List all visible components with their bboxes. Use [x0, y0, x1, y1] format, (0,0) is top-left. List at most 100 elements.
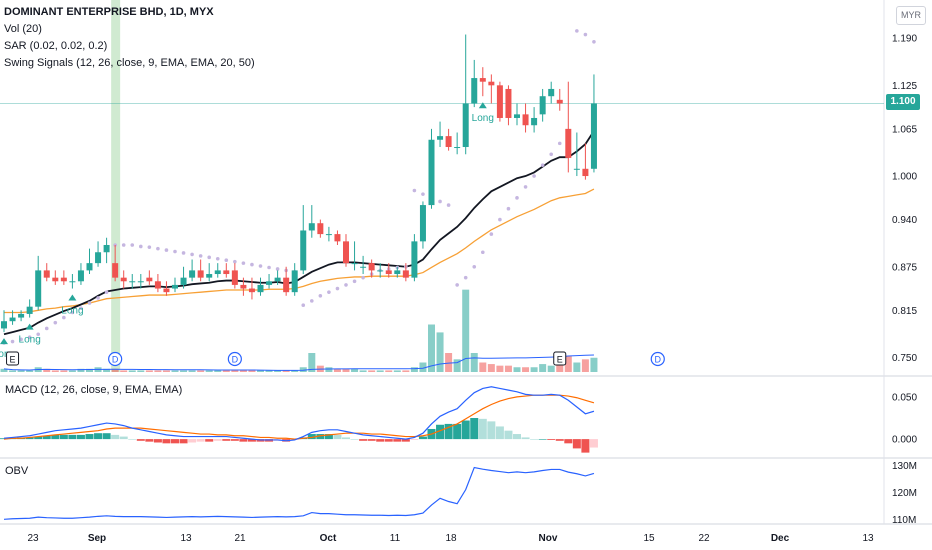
volume-bar [522, 367, 530, 372]
candle-body [385, 270, 392, 275]
sar-dot [164, 248, 169, 252]
volume-bar [197, 370, 205, 372]
candle-body [283, 277, 290, 293]
candle-body [103, 244, 110, 253]
macd-histogram-bar [359, 439, 368, 441]
sar-dot [139, 244, 143, 249]
sar-dot [233, 259, 237, 264]
volume-bar [564, 356, 572, 372]
macd-histogram-bar [213, 439, 222, 441]
indicator-volume[interactable]: Vol (20) [4, 23, 42, 35]
sar-dot [446, 203, 451, 207]
sar-dot [412, 188, 417, 193]
event-marker-label: E [10, 355, 16, 365]
sar-dot [532, 174, 536, 178]
event-marker-label: D [655, 355, 662, 365]
candle-body [428, 139, 435, 206]
dividend-marker[interactable]: D [650, 351, 665, 367]
symbol-title[interactable]: DOMINANT ENTERPRISE BHD, 1D, MYX [4, 6, 214, 18]
indicator-sar[interactable]: SAR (0.02, 0.02, 0.2) [4, 40, 108, 52]
macd-histogram-bar [171, 439, 179, 444]
macd-histogram-bar [42, 435, 51, 440]
candle-body [137, 281, 144, 283]
macd-histogram-bar [333, 434, 342, 440]
dividend-marker[interactable]: D [108, 351, 123, 367]
candle-body [112, 263, 119, 278]
candle-body [95, 252, 102, 264]
sar-dot [438, 199, 442, 204]
macd-pane-label[interactable]: MACD (12, 26, close, 9, EMA, EMA) [5, 384, 183, 396]
macd-histogram-bar [581, 439, 590, 453]
long-signal-arrow [478, 102, 487, 109]
candle-body [343, 241, 349, 264]
volume-bar [257, 370, 264, 372]
sar-dot [156, 246, 160, 251]
macd-histogram-bar [495, 426, 504, 440]
volume-bar [43, 368, 51, 372]
price-axis-tick: 1.125 [892, 81, 917, 92]
sar-dot [318, 293, 323, 298]
candle-body [180, 277, 187, 285]
volume-bar [120, 370, 128, 372]
sar-dot [310, 299, 314, 303]
sar-dot [489, 232, 494, 236]
long-signal-arrow [68, 294, 77, 301]
sar-dot [583, 32, 588, 37]
candle-body [189, 270, 196, 278]
volume-bar [86, 368, 93, 372]
macd-histogram-bar [470, 418, 479, 440]
candle-body [18, 313, 25, 318]
indicator-swing-signals[interactable]: Swing Signals (12, 26, close, 9, EMA, EM… [4, 57, 255, 69]
long-signal-label: Long [19, 335, 41, 346]
candle-body [531, 117, 538, 126]
volume-bar [556, 362, 564, 372]
macd-histogram-bar [25, 437, 34, 440]
macd-histogram-bar [205, 439, 214, 442]
candle-body [565, 128, 572, 158]
candle-body [154, 281, 161, 289]
earnings-marker[interactable]: E [553, 351, 567, 366]
candle-body [556, 99, 563, 104]
volume-bar [428, 324, 435, 372]
volume-bar [265, 370, 273, 372]
macd-axis-tick: 0.050 [892, 392, 917, 403]
macd-histogram-bar [128, 439, 137, 440]
candle-body [548, 88, 555, 97]
volume-bar [111, 368, 119, 372]
volume-bar [239, 370, 247, 372]
volume-bar [513, 367, 521, 372]
sar-dot [592, 39, 596, 44]
macd-histogram-bar [102, 433, 111, 440]
volume-bar [325, 367, 333, 372]
obv-pane-label[interactable]: OBV [5, 465, 29, 477]
time-axis-tick: Dec [771, 533, 790, 544]
sar-dot [10, 339, 15, 344]
sar-dot [224, 258, 229, 263]
sar-dot [53, 320, 58, 325]
candle-body [9, 317, 16, 322]
earnings-marker[interactable]: E [6, 351, 20, 366]
macd-histogram-bar [350, 439, 359, 440]
currency-selector[interactable]: MYR [896, 6, 926, 25]
candle-body [146, 277, 153, 282]
macd-histogram-bar [239, 439, 248, 442]
time-axis-tick: 21 [234, 533, 246, 544]
sar-dot [44, 326, 49, 331]
volume-bar [68, 370, 76, 372]
price-axis-tick: 1.065 [892, 124, 917, 135]
dividend-marker[interactable]: D [227, 351, 242, 367]
sar-dot [327, 290, 331, 294]
candle-body [1, 321, 7, 329]
sar-dot [36, 332, 40, 337]
volume-bar [351, 368, 359, 372]
volume-bar [333, 368, 341, 372]
macd-histogram-bar [111, 434, 120, 440]
sar-dot [27, 335, 32, 339]
candle-body [471, 78, 478, 104]
event-marker-label: D [112, 355, 119, 365]
sar-dot [463, 275, 468, 280]
time-axis-tick: 22 [698, 533, 710, 544]
price-axis-tick: 1.000 [892, 172, 917, 183]
volume-bar [26, 370, 34, 372]
macd-histogram-bar [376, 439, 385, 442]
